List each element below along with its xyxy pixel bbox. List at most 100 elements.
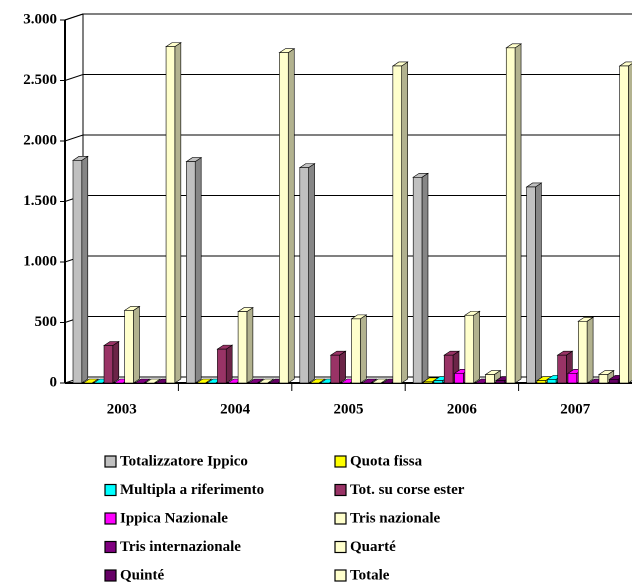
bar-face: [165, 46, 176, 384]
bar: [165, 42, 182, 384]
bar-face: [495, 380, 506, 384]
bar-face: [557, 354, 567, 384]
bar-face: [124, 310, 134, 384]
legend-label: Quarté: [350, 539, 396, 555]
bar-face: [423, 381, 433, 384]
bar-face: [505, 47, 516, 384]
y-tick-label: 3.000: [23, 11, 57, 27]
grid-line: [64, 195, 632, 202]
bar-face: [401, 61, 408, 384]
grid-line: [64, 74, 632, 81]
bar: [82, 378, 100, 384]
bar-face: [72, 160, 83, 384]
bar: [463, 310, 481, 384]
bar: [216, 344, 234, 384]
bar: [257, 378, 275, 384]
bar-face: [526, 186, 536, 384]
bar-face: [246, 307, 254, 384]
bar: [371, 378, 388, 384]
bar-face: [351, 318, 361, 384]
bar-face: [112, 340, 120, 384]
legend-swatch: [334, 455, 347, 468]
x-tick-label: 2004: [220, 401, 251, 417]
bar-face: [598, 374, 609, 384]
bar-face: [194, 157, 202, 384]
bar-face: [309, 378, 326, 384]
bar: [298, 163, 316, 384]
grid-line: [64, 316, 632, 323]
x-tick-label: 2005: [334, 401, 364, 417]
bar-face: [609, 379, 619, 384]
bar-face: [195, 378, 213, 384]
legend-swatch: [104, 569, 117, 582]
bar: [309, 378, 326, 384]
bar-face: [339, 350, 346, 384]
bar-face: [257, 378, 275, 384]
grid-line: [64, 255, 632, 263]
bar-face: [443, 354, 454, 384]
bar: [350, 314, 368, 384]
bar: [505, 43, 523, 384]
bar-face: [81, 155, 89, 384]
bar-face: [392, 65, 402, 384]
bar-face: [247, 378, 265, 384]
bar-face: [217, 348, 227, 384]
legend-swatch: [334, 540, 347, 554]
legend-swatch: [334, 483, 347, 497]
bar-face: [546, 379, 557, 384]
y-tick-label: 2.500: [23, 72, 57, 88]
bar-face: [287, 48, 295, 384]
legend-label: Quota fissa: [350, 453, 423, 469]
legend-label: Tot. su corse ester: [350, 482, 465, 498]
bar-face: [567, 373, 578, 384]
bar: [329, 350, 347, 384]
bar: [412, 172, 429, 384]
grid-line: [64, 134, 632, 142]
bar-face: [473, 310, 480, 384]
bar-face: [628, 63, 632, 384]
bar-face: [174, 42, 182, 384]
legend-label: Totalizzatore Ippico: [120, 453, 248, 469]
bar-face: [330, 354, 340, 384]
bar-face: [421, 172, 429, 384]
legend-label: Tris nazionale: [350, 510, 440, 526]
legend-swatch: [334, 512, 347, 525]
bar-face: [237, 311, 248, 384]
bar-face: [186, 161, 196, 384]
y-tick-label: 2.000: [23, 132, 57, 148]
bar-face: [485, 374, 495, 384]
x-tick-label: 2003: [107, 401, 137, 417]
bar-face: [586, 316, 594, 384]
legend-swatch: [104, 455, 117, 468]
y-tick-label: 500: [35, 314, 58, 330]
bar: [237, 307, 254, 384]
legend-swatch: [104, 540, 117, 554]
y-tick-label: 1.000: [23, 253, 57, 269]
bar-face: [433, 380, 443, 384]
bar-face: [360, 378, 378, 384]
bar-face: [103, 345, 114, 384]
bar-face: [134, 378, 151, 384]
bar: [134, 378, 151, 384]
bar-face: [454, 373, 464, 384]
bar-face: [144, 378, 162, 384]
bar-face: [225, 344, 233, 384]
bar: [278, 48, 296, 384]
bar-face: [299, 167, 309, 384]
bar-face: [308, 163, 315, 384]
bar-face: [577, 320, 588, 384]
bar-face: [359, 314, 367, 384]
bar: [391, 61, 409, 384]
bar-face: [464, 314, 474, 384]
legend-label: Ippica Nazionale: [120, 510, 228, 526]
bar-face: [279, 52, 289, 384]
bar: [618, 61, 632, 384]
legend-label: Multipla a riferimento: [120, 482, 264, 498]
bar-face: [371, 378, 388, 384]
bar-face: [82, 378, 100, 384]
legend-label: Totale: [350, 567, 390, 583]
legend-swatch: [104, 483, 117, 497]
y-tick-label: 1.500: [23, 193, 57, 209]
bar: [577, 316, 595, 384]
